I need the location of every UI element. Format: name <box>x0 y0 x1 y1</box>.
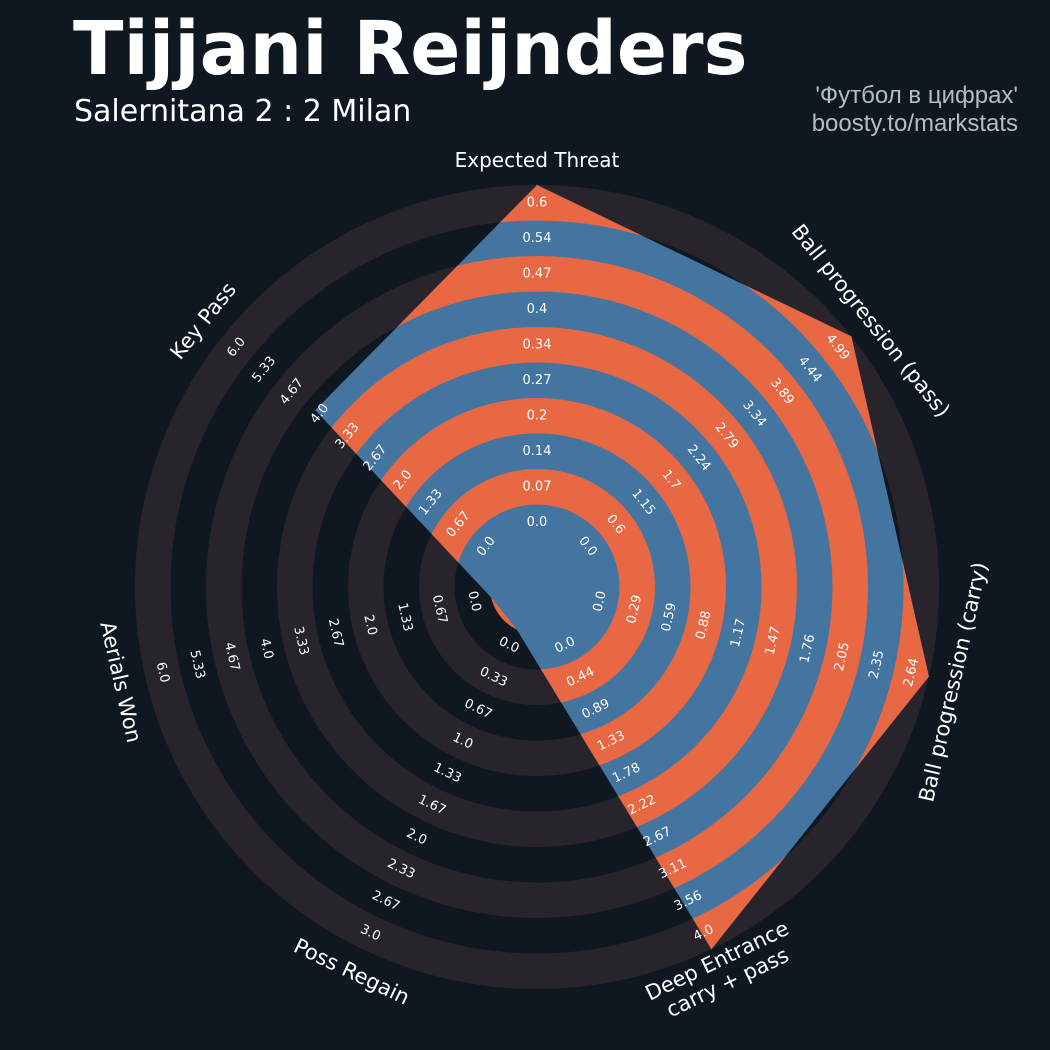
tick-label: 1.17 <box>728 617 749 649</box>
tick-label: 5.33 <box>186 649 207 681</box>
tick-label: 0.67 <box>429 594 450 626</box>
tick-label: 0.47 <box>523 266 552 281</box>
tick-label: 0.0 <box>464 590 483 614</box>
data-point <box>490 597 492 598</box>
tick-label: 0.88 <box>693 609 714 641</box>
page-title: Tijjani Reijnders <box>73 6 748 92</box>
tick-label: 1.76 <box>797 633 818 665</box>
tick-label: 2.67 <box>369 888 402 914</box>
parameter-label: Expected Threat <box>455 148 620 172</box>
tick-label: 0.4 <box>527 302 548 317</box>
credit-line: 'Футбол в цифрах' <box>815 82 1018 109</box>
tick-label: 1.33 <box>431 760 464 786</box>
credit-block: 'Футбол в цифрах' boosty.to/markstats <box>812 82 1018 138</box>
tick-label: 5.33 <box>249 354 279 386</box>
tick-label: 3.33 <box>290 625 311 657</box>
tick-label: 2.35 <box>866 649 887 681</box>
tick-label: 0.29 <box>624 594 645 626</box>
tick-label: 0.0 <box>496 634 521 656</box>
data-point <box>314 409 316 411</box>
tick-label: 2.05 <box>832 641 853 673</box>
tick-label: 0.0 <box>527 515 548 530</box>
data-point <box>850 335 852 337</box>
tick-label: 0.0 <box>590 590 609 614</box>
data-point <box>710 948 712 950</box>
tick-label: 0.2 <box>527 408 548 423</box>
tick-label: 0.14 <box>523 444 552 459</box>
tick-label: 2.0 <box>404 826 429 848</box>
match-subtitle: Salernitana 2 : 2 Milan <box>74 94 412 129</box>
tick-label: 2.0 <box>360 613 379 637</box>
tick-label: 0.6 <box>527 195 548 210</box>
data-point <box>516 628 518 630</box>
tick-label: 1.33 <box>394 601 415 633</box>
tick-label: 0.34 <box>523 337 552 352</box>
tick-label: 0.67 <box>462 696 495 722</box>
tick-label: 2.64 <box>901 657 922 689</box>
credit-url: boosty.to/markstats <box>811 110 1018 137</box>
tick-label: 0.59 <box>659 601 680 633</box>
tick-label: 0.07 <box>523 479 552 494</box>
tick-label: 2.67 <box>325 617 346 649</box>
tick-label: 0.27 <box>523 373 552 388</box>
tick-label: 6.0 <box>153 661 172 685</box>
tick-label: 1.47 <box>763 625 784 657</box>
data-point <box>536 184 538 186</box>
tick-label: 4.0 <box>257 637 276 661</box>
data-point <box>928 676 930 677</box>
tick-label: 4.67 <box>221 641 242 673</box>
tick-label: 0.54 <box>523 231 552 246</box>
